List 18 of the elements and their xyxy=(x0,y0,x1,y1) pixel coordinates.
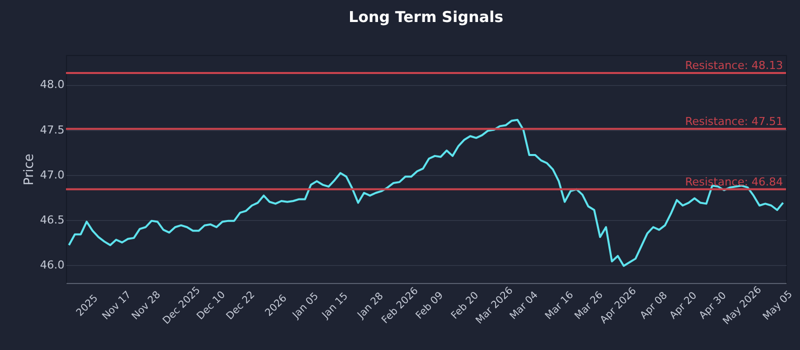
x-tick-label: Mar 16 xyxy=(543,290,576,322)
x-tick-label: Nov 28 xyxy=(130,289,163,322)
y-tick-label: 47.5 xyxy=(40,123,64,136)
ref-line-label: Resistance: 47.51 xyxy=(685,114,784,128)
ref-line-label: Resistance: 48.13 xyxy=(685,59,784,72)
y-tick-label: 46.0 xyxy=(40,258,64,272)
x-tick-label: Jan 05 xyxy=(290,290,321,322)
chart-title: Long Term Signals xyxy=(348,8,504,26)
x-tick-label: Apr 08 xyxy=(638,290,670,322)
x-tick-label: Jan 15 xyxy=(320,290,350,322)
ref-line-label: Resistance: 46.84 xyxy=(685,175,784,188)
line-series xyxy=(68,118,784,267)
y-tick-label: 46.5 xyxy=(40,213,64,226)
y-tick-label: 48.0 xyxy=(40,78,64,92)
x-tick-label: Dec 22 xyxy=(224,289,258,322)
x-tick-label: Apr 20 xyxy=(668,290,700,322)
y-axis-title: Price xyxy=(22,154,38,186)
y-tick-label: 47.0 xyxy=(40,168,64,182)
